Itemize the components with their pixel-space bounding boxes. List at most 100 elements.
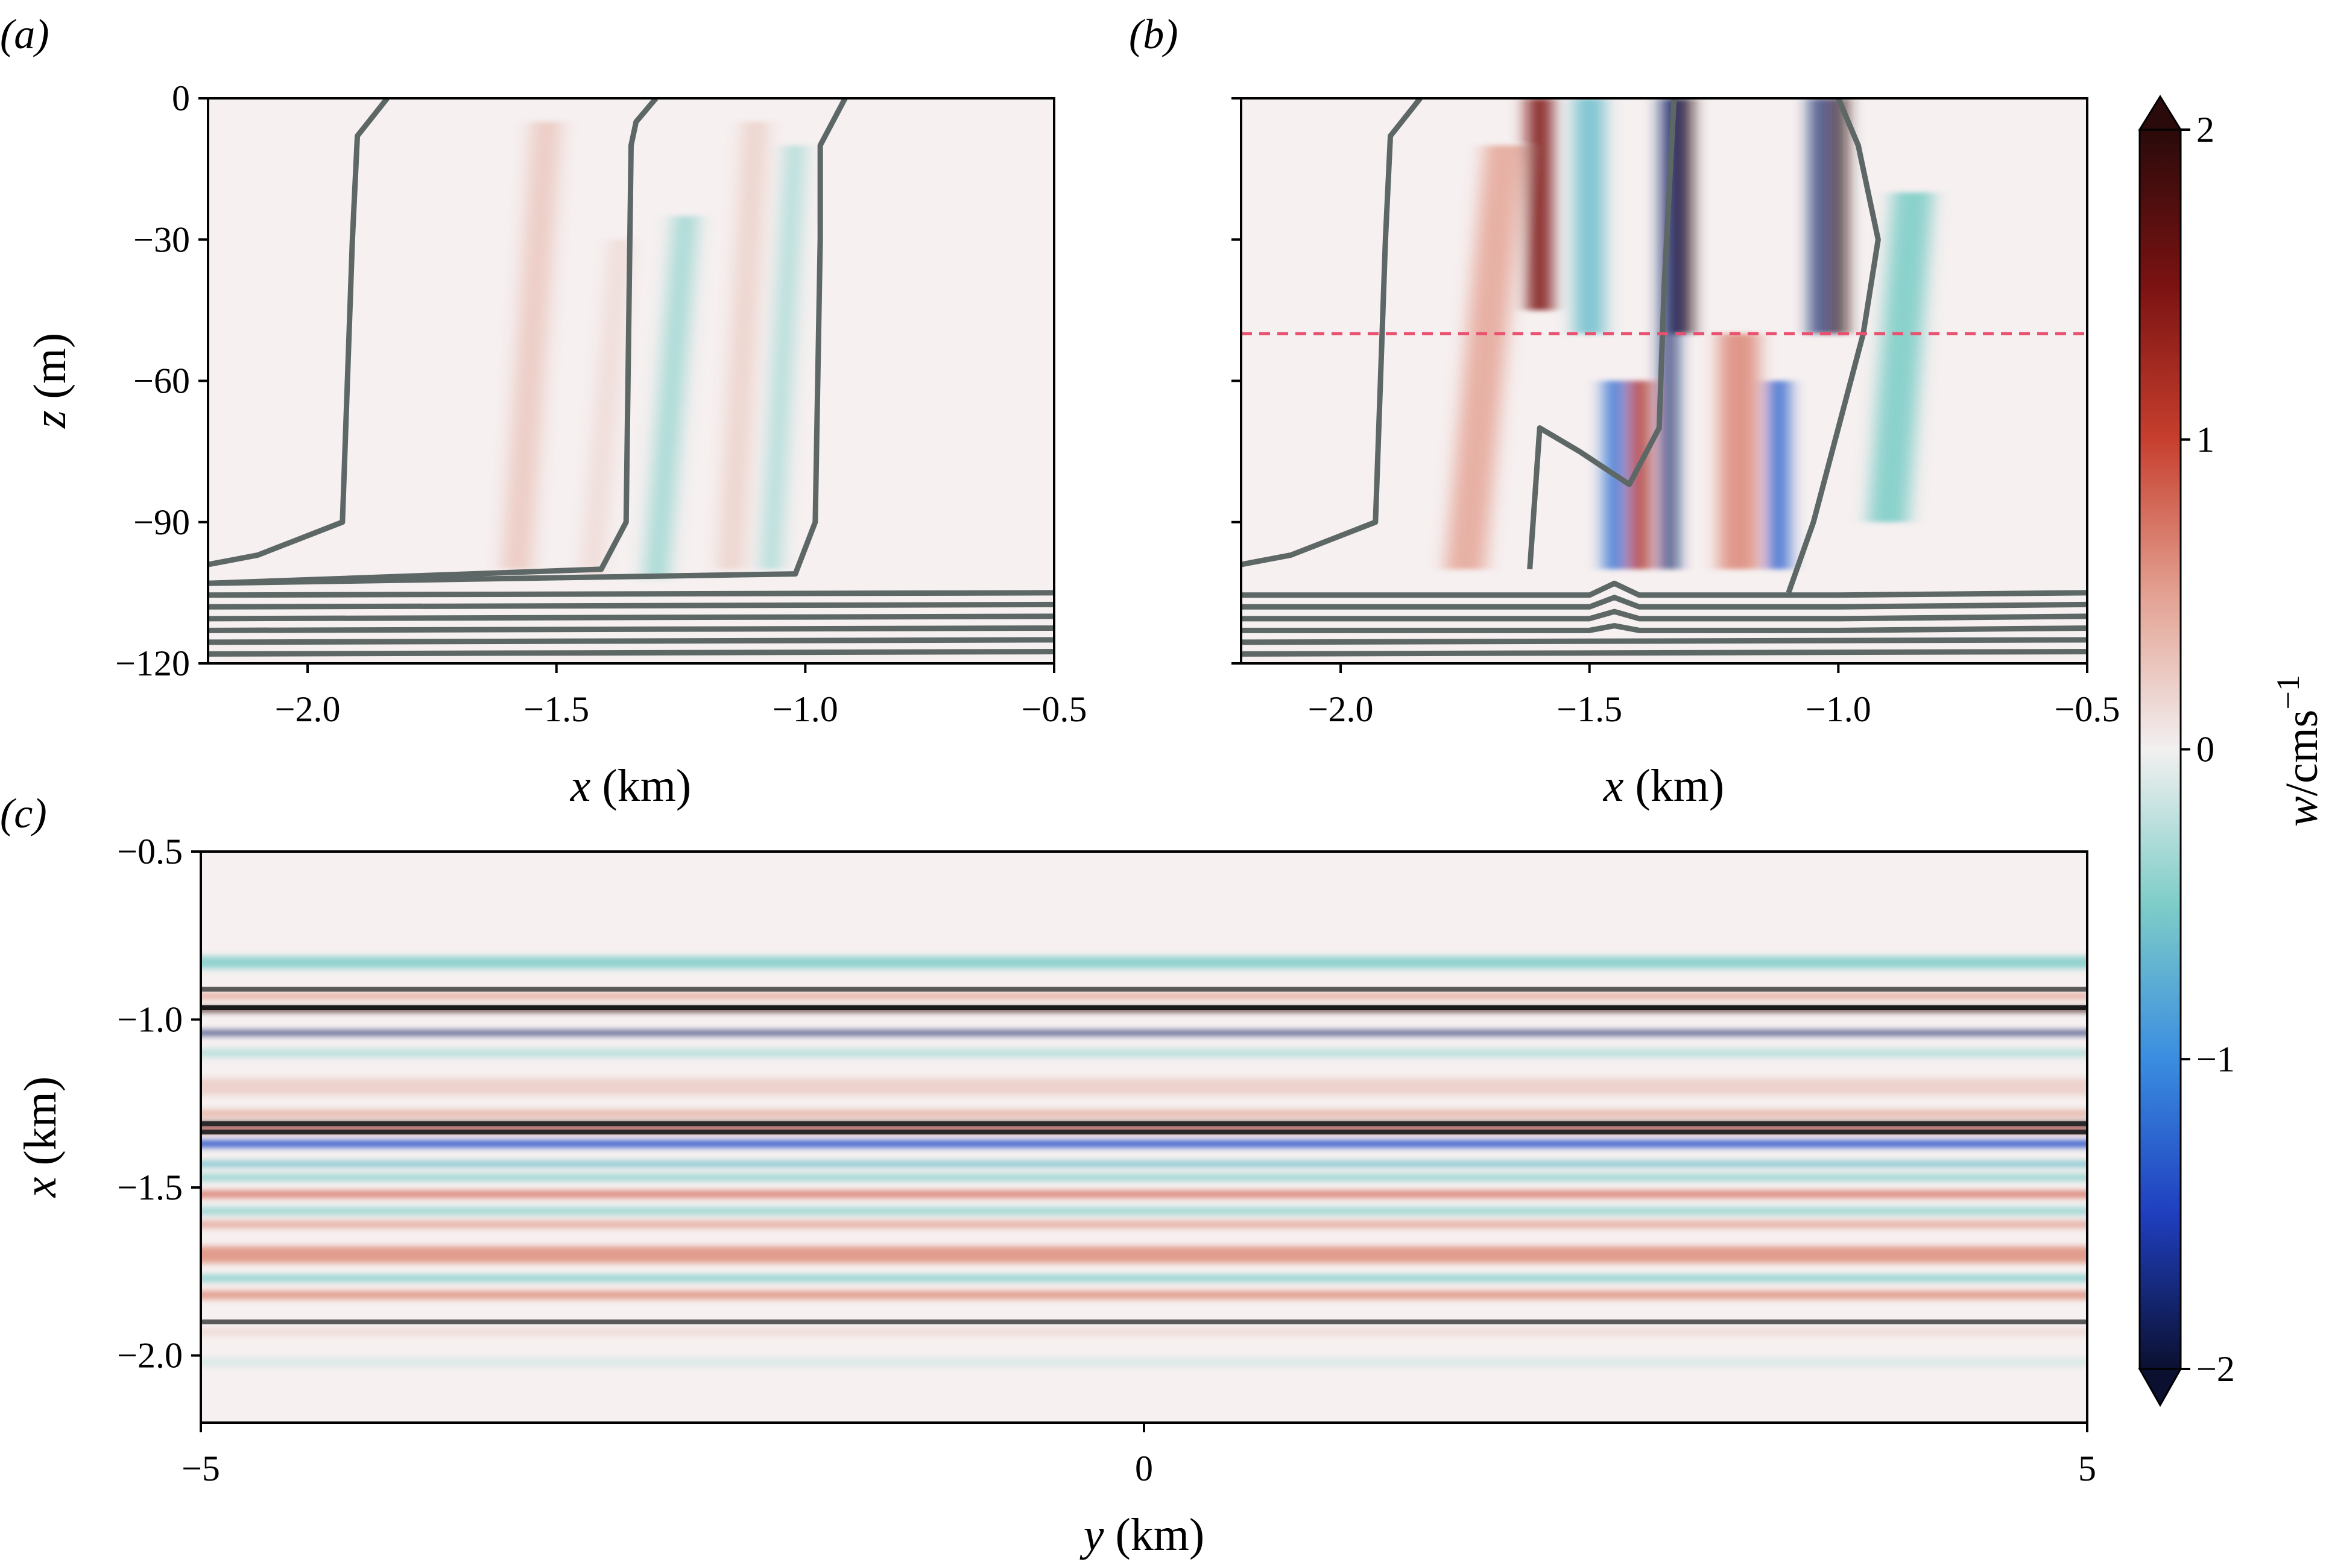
panel-b-x-ticks: −2.0 −1.5 −1.0 −0.5 bbox=[1308, 663, 2120, 729]
colorbar-tick-label: −2 bbox=[2196, 1349, 2235, 1389]
w-anomaly-band bbox=[1719, 334, 1759, 569]
colorbar-min-extension bbox=[2138, 1368, 2182, 1408]
colorbar-tick-label: 2 bbox=[2196, 110, 2214, 150]
y-tick-label: −60 bbox=[133, 361, 190, 401]
panel-c-label: (c) bbox=[0, 791, 47, 837]
w-anomaly-stripe bbox=[201, 1110, 2087, 1118]
w-anomaly-band bbox=[1574, 98, 1605, 334]
panel-c-y-axis-label: x (km) bbox=[15, 1076, 66, 1198]
panel-c-background bbox=[201, 852, 2087, 1423]
w-anomaly-stripe bbox=[201, 993, 2087, 999]
w-anomaly-stripe bbox=[201, 1274, 2087, 1282]
panel-a-y-axis-label: z (m) bbox=[25, 333, 75, 429]
colorbar-max-extension bbox=[2138, 95, 2182, 131]
x-tick-label: −0.5 bbox=[2055, 689, 2120, 729]
density-contour bbox=[1241, 580, 2087, 598]
w-anomaly-stripe bbox=[201, 1329, 2087, 1336]
colorbar-tick-label: −1 bbox=[2196, 1039, 2235, 1079]
x-tick-label: −1.0 bbox=[1806, 689, 1871, 729]
x-tick-label: −5 bbox=[182, 1449, 220, 1488]
density-contour bbox=[208, 98, 659, 586]
w-anomaly-band bbox=[718, 122, 768, 569]
panel-c: −5 0 5 −0.5 −1.0 −1.5 −2.0 y (km) x (km) bbox=[15, 832, 2096, 1560]
w-anomaly-band bbox=[1810, 98, 1826, 334]
density-contour bbox=[208, 613, 1054, 622]
density-contour bbox=[208, 625, 1054, 633]
y-tick-label: −30 bbox=[133, 220, 190, 259]
w-anomaly-stripe bbox=[201, 1078, 2087, 1095]
colorbar-tick-label: 1 bbox=[2196, 420, 2214, 460]
y-tick-label: −0.5 bbox=[117, 832, 183, 871]
y-tick-label: 0 bbox=[172, 78, 190, 118]
panel-b: −2.0 −1.5 −1.0 −0.5 x (km) bbox=[1231, 97, 2120, 811]
x-tick-label: −1.5 bbox=[1556, 689, 1622, 729]
x-tick-label: −1.5 bbox=[523, 689, 589, 729]
density-contour bbox=[1241, 648, 2087, 657]
panel-b-label: (b) bbox=[1129, 11, 1178, 58]
w-anomaly-stripe bbox=[201, 1221, 2087, 1228]
panel-a-contours bbox=[208, 98, 1054, 657]
w-anomaly-band bbox=[1830, 98, 1846, 334]
panel-c-y-ticks: −0.5 −1.0 −1.5 −2.0 bbox=[117, 832, 201, 1376]
density-contour bbox=[208, 637, 1054, 645]
colorbar-ticks: 2 1 0 −1 −2 bbox=[2181, 110, 2235, 1389]
w-anomaly-band bbox=[501, 122, 561, 569]
w-anomaly-stripe bbox=[201, 1161, 2087, 1167]
w-anomaly-stripe bbox=[201, 1291, 2087, 1300]
w-anomaly-stripe bbox=[201, 1031, 2087, 1035]
density-contour bbox=[1241, 637, 2087, 645]
panel-a: −2.0 −1.5 −1.0 −0.5 0 −30 −60 −90 −120 x (km) z… bbox=[25, 78, 1087, 811]
w-anomaly-stripe bbox=[201, 1174, 2087, 1181]
density-contour bbox=[1241, 609, 2087, 622]
x-tick-label: 5 bbox=[2078, 1449, 2096, 1488]
density-contour bbox=[208, 601, 1054, 610]
w-anomaly-stripe bbox=[201, 956, 2087, 969]
w-anomaly-stripe bbox=[201, 1049, 2087, 1057]
w-anomaly-stripe bbox=[201, 1358, 2087, 1367]
y-tick-label: −2.0 bbox=[117, 1336, 183, 1376]
density-contour bbox=[208, 590, 1054, 598]
x-tick-label: 0 bbox=[1135, 1449, 1153, 1488]
panel-a-label: (a) bbox=[0, 11, 49, 58]
panel-c-x-axis-label: y (km) bbox=[1079, 1510, 1204, 1560]
w-anomaly-band bbox=[1527, 98, 1552, 311]
w-anomaly-band bbox=[1677, 98, 1692, 334]
y-tick-label: −1.5 bbox=[117, 1168, 183, 1207]
w-anomaly-band bbox=[760, 145, 806, 569]
density-contour bbox=[1241, 98, 1423, 567]
x-tick-label: −0.5 bbox=[1022, 689, 1087, 729]
density-contour bbox=[208, 648, 1054, 657]
colorbar-tick-label: 0 bbox=[2196, 730, 2214, 770]
density-contour bbox=[1241, 623, 2087, 633]
panel-a-field bbox=[501, 122, 806, 579]
panel-b-x-axis-label: x (km) bbox=[1603, 760, 1724, 811]
panel-a-x-axis-label: x (km) bbox=[570, 760, 691, 811]
panel-c-contours bbox=[201, 987, 2087, 1324]
y-tick-label: −1.0 bbox=[117, 1000, 183, 1040]
w-anomaly-stripe bbox=[201, 1207, 2087, 1215]
w-anomaly-band bbox=[1868, 192, 1933, 522]
w-anomaly-band bbox=[643, 216, 698, 579]
panel-b-field bbox=[1445, 98, 1933, 569]
panel-b-y-ticks bbox=[1231, 97, 1241, 665]
w-anomaly-stripe bbox=[201, 1190, 2087, 1198]
w-anomaly-band bbox=[1629, 381, 1649, 569]
colorbar-label: w/cms−1 bbox=[2270, 675, 2326, 827]
density-contour bbox=[208, 98, 390, 567]
panel-b-contours bbox=[1241, 98, 2087, 657]
w-anomaly-band bbox=[581, 239, 631, 579]
y-tick-label: −90 bbox=[133, 502, 190, 542]
x-tick-label: −2.0 bbox=[275, 689, 341, 729]
density-contour bbox=[208, 98, 848, 586]
panel-c-x-ticks: −5 0 5 bbox=[182, 1423, 2096, 1488]
w-anomaly-band bbox=[1445, 145, 1525, 569]
w-anomaly-stripe bbox=[201, 1246, 2087, 1263]
colorbar: 2 1 0 −1 −2 w/cms−1 bbox=[2138, 95, 2326, 1408]
density-contour bbox=[1527, 98, 1677, 570]
w-anomaly-stripe bbox=[201, 1140, 2087, 1148]
panel-a-x-ticks: −2.0 −1.5 −1.0 −0.5 bbox=[275, 663, 1087, 729]
x-tick-label: −1.0 bbox=[773, 689, 838, 729]
w-anomaly-band bbox=[1768, 381, 1789, 569]
panel-a-y-ticks: 0 −30 −60 −90 −120 bbox=[115, 78, 208, 683]
